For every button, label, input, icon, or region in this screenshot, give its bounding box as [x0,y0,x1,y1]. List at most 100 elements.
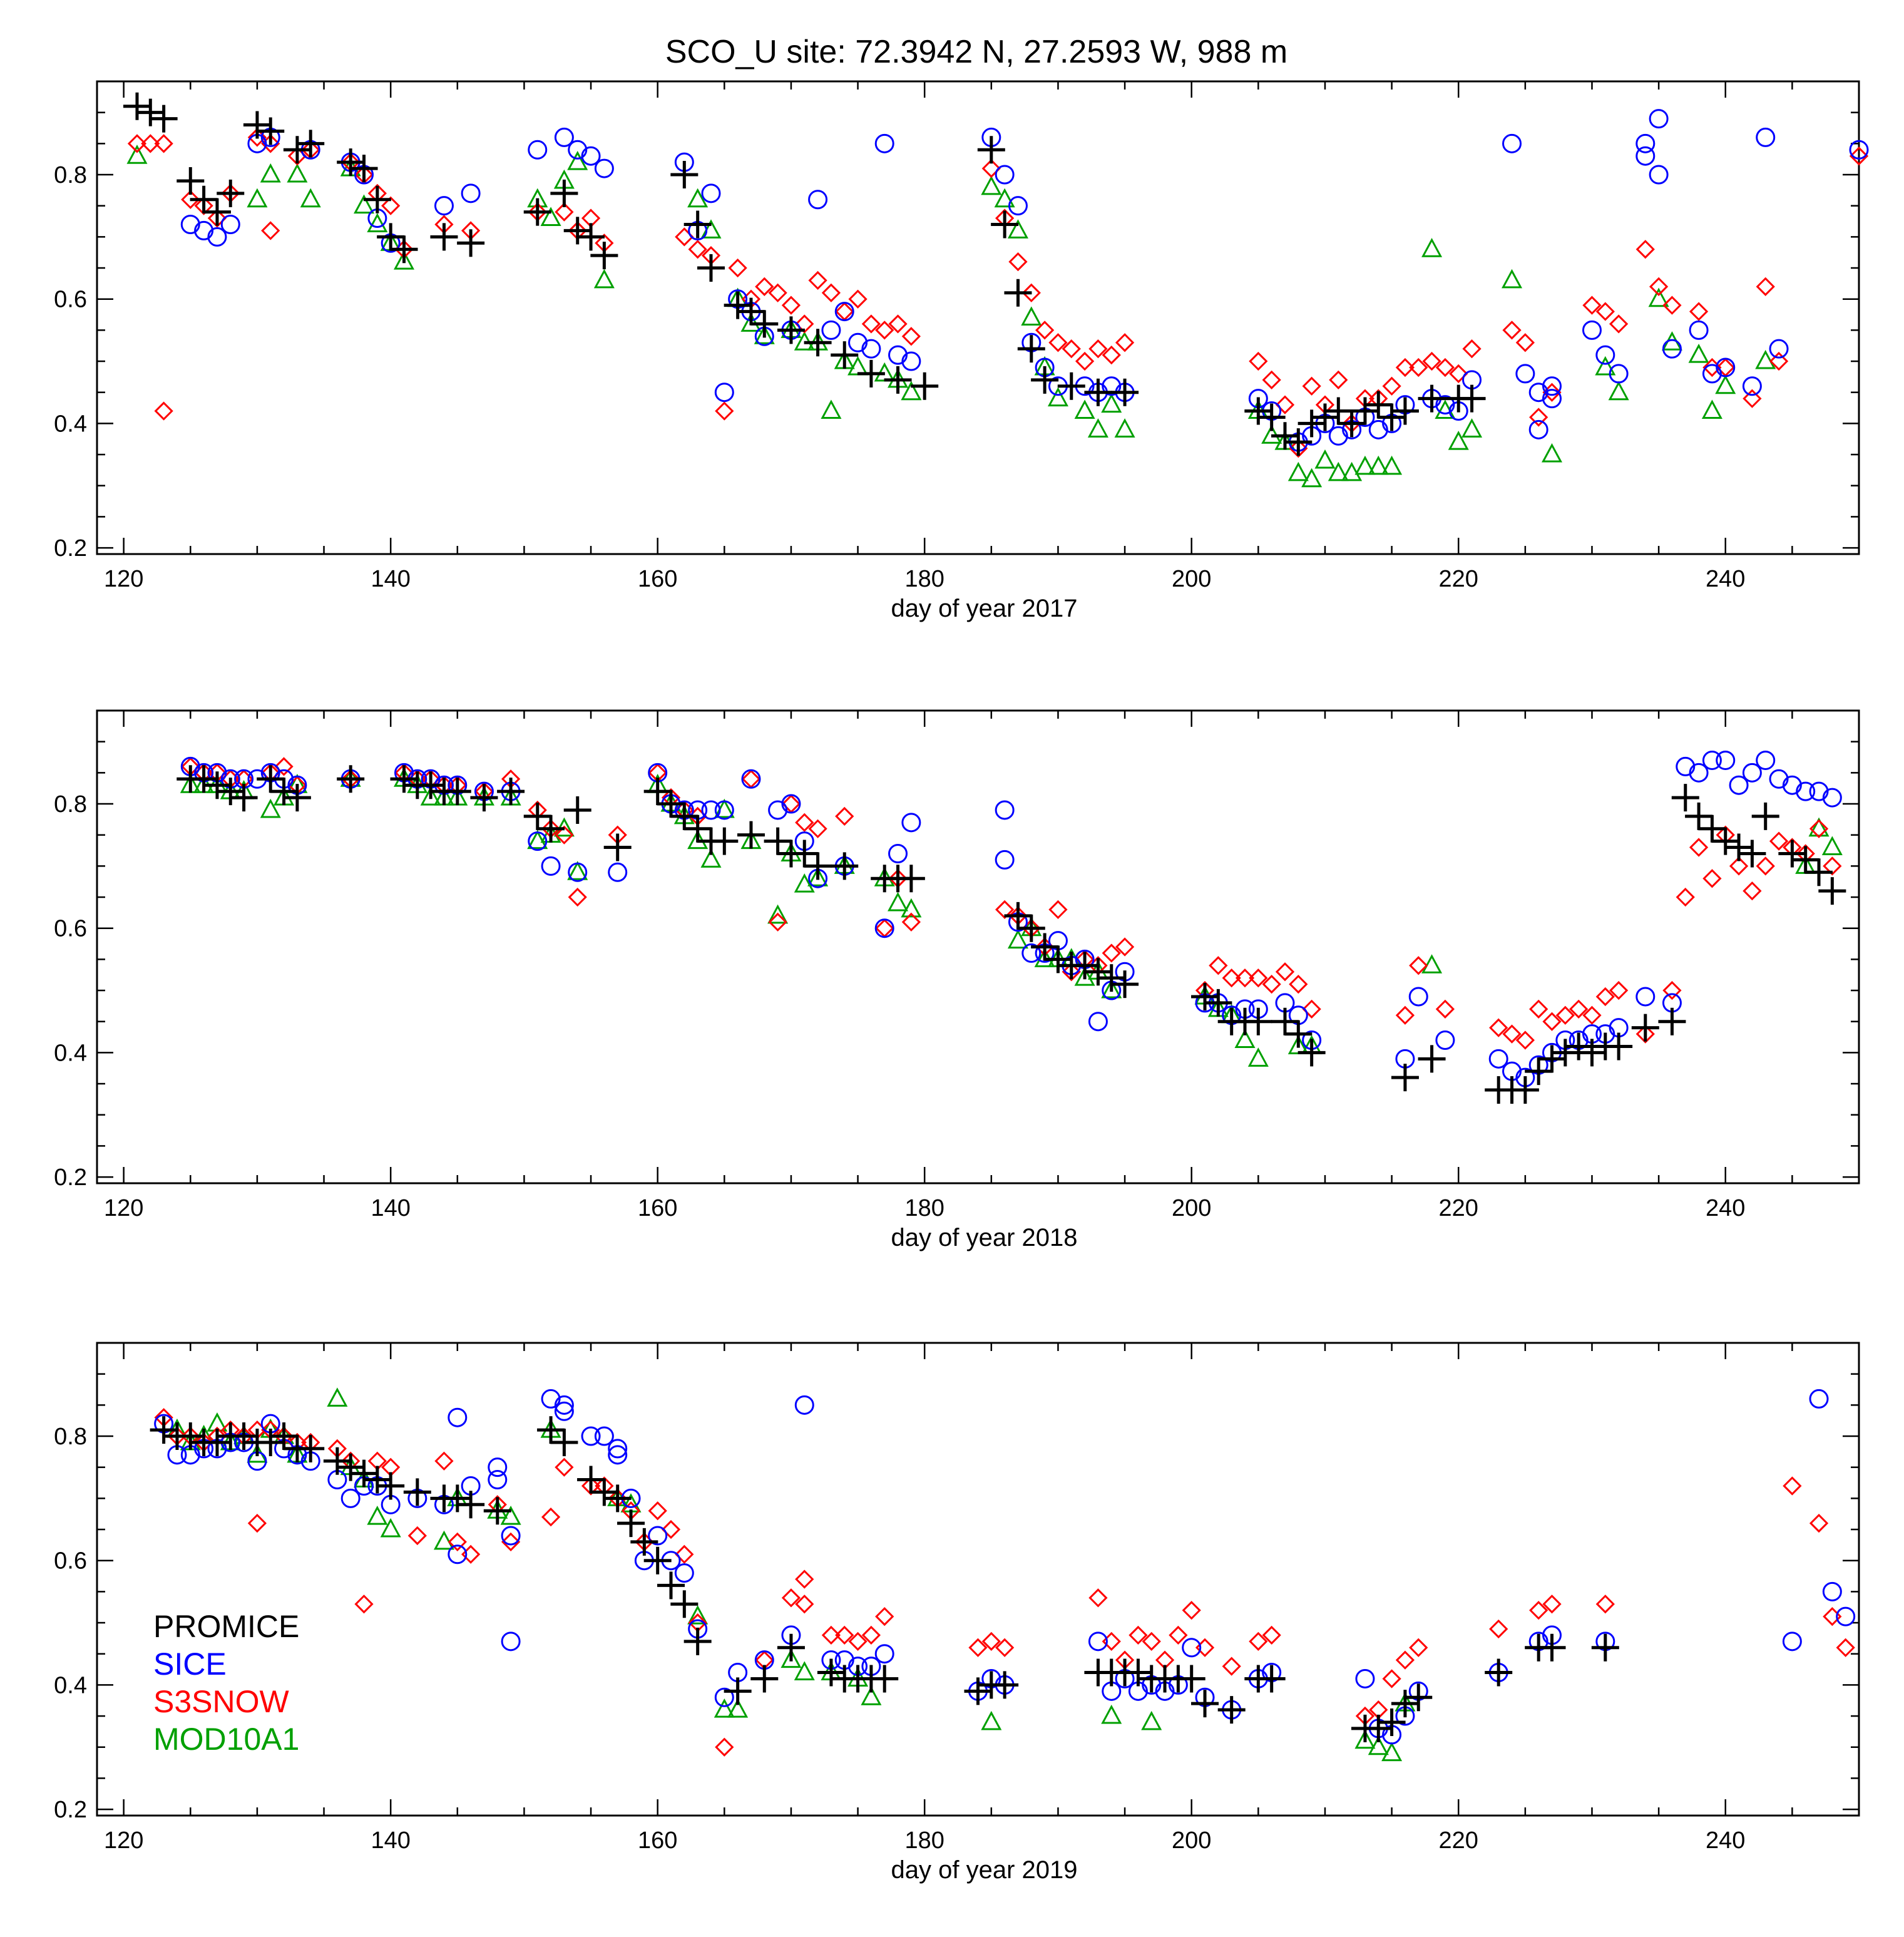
s3snow-point [835,806,854,826]
sice-point [1102,376,1122,396]
promice-point [377,1472,405,1500]
sice-point [1676,756,1696,776]
promice-point [1711,827,1739,855]
sice-point [1809,781,1829,801]
s3snow-point [1702,869,1722,888]
x-tick-label: 180 [904,1195,944,1221]
mod10a1-point [901,898,922,918]
sice-point [461,183,481,203]
sice-point [581,1426,601,1446]
s3snow-point [1595,1595,1615,1614]
promice-point [537,814,565,843]
s3snow-point [1502,321,1522,340]
s3snow-point [755,277,774,296]
sice-point [1635,133,1656,153]
promice-point [150,105,178,133]
promice-point [831,852,859,880]
x-tick-label: 240 [1706,566,1745,592]
sice-point [594,1426,614,1446]
promice-point [683,1627,712,1655]
s3snow-point [1035,321,1055,340]
s3snow-point [555,202,574,222]
promice-point [1658,1007,1686,1035]
mod10a1-point [794,1661,815,1681]
s3snow-point [995,900,1015,920]
promice-point [670,802,699,830]
promice-point [1378,403,1406,431]
mod10a1-point [1461,418,1483,438]
sice-point [1836,1606,1856,1626]
promice-point [430,223,458,251]
promice-point [443,778,471,806]
promice-point [1297,409,1326,438]
promice-point [977,136,1005,164]
s3snow-point [1088,1588,1108,1608]
sice-point [995,800,1015,820]
promice-point [1805,858,1833,886]
sice-point [1742,376,1762,396]
s3snow-point [875,321,894,340]
promice-point [417,771,445,799]
s3snow-point [1809,1513,1829,1533]
sice-point [874,918,894,938]
mod10a1-point [1381,455,1403,475]
x-axis-label: day of year 2017 [891,595,1078,622]
promice-point [1485,1658,1513,1687]
mod10a1-point [367,1505,388,1525]
promice-point [390,235,418,264]
promice-point [1605,1032,1633,1061]
mod10a1-point [1314,449,1336,469]
promice-point [590,242,618,270]
s3snow-point [1836,1638,1855,1657]
mod10a1-point [500,1505,521,1525]
mod10a1-point [781,1648,802,1668]
mod10a1-point [1101,1704,1122,1724]
mod10a1-point [1354,455,1376,475]
sice-point [714,800,734,820]
promice-point [750,310,779,338]
x-tick-label: 200 [1172,1195,1211,1221]
x-tick-label: 220 [1439,566,1478,592]
promice-point [737,297,765,326]
plot-frame [96,80,1860,555]
promice-point [991,1671,1019,1699]
s3snow-point [581,1476,601,1496]
mod10a1-point [1074,399,1095,419]
s3snow-point [1235,968,1255,988]
sice-point [1769,769,1789,789]
promice-point [563,217,591,245]
s3snow-point [1115,333,1135,352]
sice-point [568,862,588,882]
x-tick-label: 180 [904,566,944,592]
s3snow-point [1689,838,1709,857]
s3snow-point [1249,351,1268,371]
x-tick-label: 140 [371,1195,410,1221]
promice-point [1097,964,1125,992]
s3snow-point [207,208,227,228]
s3snow-point [1649,277,1669,296]
y-tick-label: 0.4 [54,1672,87,1698]
mod10a1-point [901,381,922,401]
sice-point [1582,320,1602,340]
mod10a1-point [807,867,829,886]
sice-point [1355,1668,1375,1688]
sice-point [1088,1012,1108,1032]
s3snow-point [1756,856,1775,876]
mod10a1-point [981,1710,1002,1730]
mod10a1-point [260,163,281,183]
s3snow-point [1849,146,1869,166]
s3snow-point [888,314,908,334]
promice-point [1511,1076,1539,1104]
promice-point [217,179,245,207]
s3snow-point [1769,831,1789,851]
sice-point [1635,987,1656,1007]
promice-point [577,223,605,251]
sice-point [1649,165,1669,185]
sice-point [794,1395,814,1415]
promice-point [1458,384,1486,413]
s3snow-point [1075,351,1095,371]
mod10a1-point [354,194,375,214]
sice-point [674,1563,694,1583]
mod10a1-point [367,213,388,232]
s3snow-point [1275,395,1295,414]
